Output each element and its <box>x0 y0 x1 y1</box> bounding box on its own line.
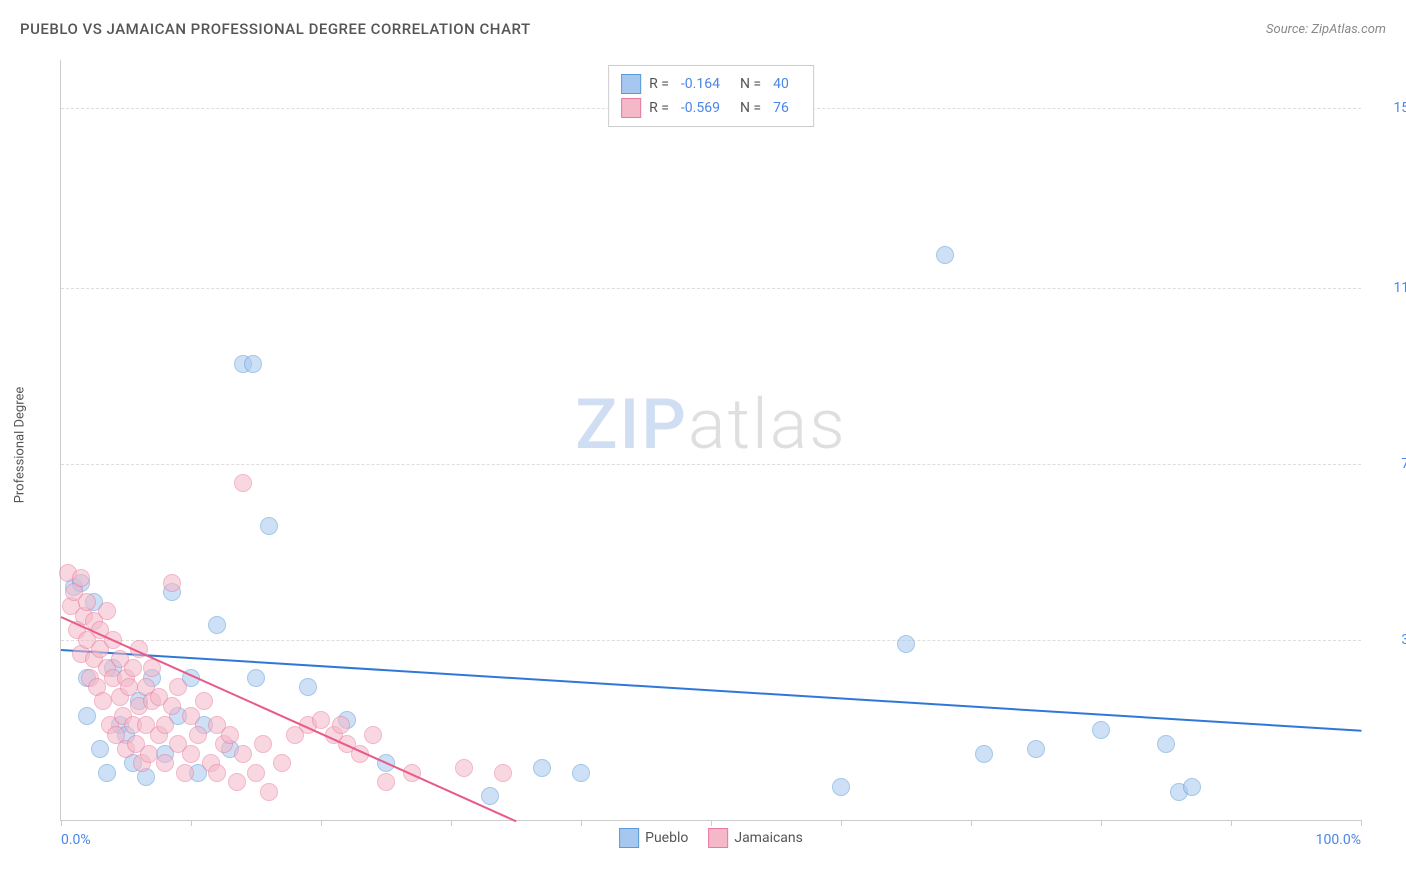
data-point <box>120 678 138 696</box>
data-point <box>78 707 96 725</box>
stat-n-label: N = <box>740 100 761 116</box>
stat-r-label: R = <box>649 100 669 116</box>
x-min-label: 0.0% <box>61 832 91 848</box>
stat-n-value: 76 <box>773 100 789 116</box>
legend-swatch <box>621 74 641 94</box>
chart-title: PUEBLO VS JAMAICAN PROFESSIONAL DEGREE C… <box>20 20 531 38</box>
data-point <box>832 778 850 796</box>
x-tick <box>581 820 582 826</box>
trend-line <box>61 649 1361 732</box>
chart-area: Professional Degree ZIPatlas R =-0.164N … <box>50 60 1380 830</box>
data-point <box>1027 740 1045 758</box>
y-axis-title: Professional Degree <box>13 387 28 504</box>
data-point <box>163 697 181 715</box>
y-tick-label: 7.5% <box>1371 456 1406 472</box>
data-point <box>189 726 207 744</box>
data-point <box>260 783 278 801</box>
legend-swatch <box>708 828 728 848</box>
data-point <box>494 764 512 782</box>
legend-item: Pueblo <box>619 828 688 848</box>
grid-line <box>61 464 1361 465</box>
data-point <box>156 754 174 772</box>
data-point <box>299 678 317 696</box>
stat-n-value: 40 <box>773 76 789 92</box>
x-tick <box>1361 820 1362 826</box>
data-point <box>169 678 187 696</box>
data-point <box>234 474 252 492</box>
legend-swatch <box>621 98 641 118</box>
x-tick <box>451 820 452 826</box>
scatter-plot: ZIPatlas R =-0.164N =40R =-0.569N =76 0.… <box>60 60 1361 821</box>
data-point <box>332 716 350 734</box>
data-point <box>72 569 90 587</box>
watermark-suffix: atlas <box>688 384 847 466</box>
data-point <box>195 692 213 710</box>
data-point <box>364 726 382 744</box>
legend-swatch <box>619 828 639 848</box>
x-tick <box>61 820 62 826</box>
data-point <box>98 764 116 782</box>
series-legend: Pueblo Jamaicans <box>619 828 803 848</box>
data-point <box>156 716 174 734</box>
legend-item: Jamaicans <box>708 828 803 848</box>
data-point <box>260 517 278 535</box>
correlation-legend: R = -0.164 N = 40 R = -0.569 N = 76 <box>608 65 814 127</box>
data-point <box>377 773 395 791</box>
legend-label: Jamaicans <box>734 830 803 846</box>
y-tick-label: 15.0% <box>1371 100 1406 116</box>
data-point <box>572 764 590 782</box>
data-point <box>897 635 915 653</box>
data-point <box>163 574 181 592</box>
x-max-label: 100.0% <box>1316 832 1361 848</box>
watermark: ZIPatlas <box>575 384 847 466</box>
data-point <box>124 659 142 677</box>
data-point <box>91 740 109 758</box>
y-tick-label: 3.8% <box>1371 632 1406 648</box>
stat-r-value: -0.164 <box>681 76 720 92</box>
y-tick-label: 11.2% <box>1371 280 1406 296</box>
legend-label: Pueblo <box>645 830 688 846</box>
data-point <box>533 759 551 777</box>
source-label: Source: ZipAtlas.com <box>1266 22 1386 37</box>
x-tick <box>191 820 192 826</box>
data-point <box>182 707 200 725</box>
legend-stat-row: R = -0.164 N = 40 <box>621 72 801 96</box>
stat-n-label: N = <box>740 76 761 92</box>
data-point <box>176 764 194 782</box>
data-point <box>1092 721 1110 739</box>
data-point <box>208 764 226 782</box>
data-point <box>247 764 265 782</box>
data-point <box>975 745 993 763</box>
watermark-prefix: ZIP <box>575 384 688 466</box>
data-point <box>234 745 252 763</box>
data-point <box>94 692 112 710</box>
data-point <box>98 602 116 620</box>
data-point <box>254 735 272 753</box>
x-tick <box>711 820 712 826</box>
legend-stat-row: R = -0.569 N = 76 <box>621 96 801 120</box>
data-point <box>78 593 96 611</box>
x-tick <box>971 820 972 826</box>
grid-line <box>61 288 1361 289</box>
data-point <box>244 355 262 373</box>
data-point <box>208 616 226 634</box>
data-point <box>455 759 473 777</box>
data-point <box>481 787 499 805</box>
x-tick <box>1101 820 1102 826</box>
data-point <box>247 669 265 687</box>
x-tick <box>841 820 842 826</box>
x-tick <box>1231 820 1232 826</box>
data-point <box>221 726 239 744</box>
data-point <box>228 773 246 791</box>
data-point <box>1157 735 1175 753</box>
stat-r-label: R = <box>649 76 669 92</box>
data-point <box>182 745 200 763</box>
data-point <box>273 754 291 772</box>
data-point <box>1183 778 1201 796</box>
grid-line <box>61 640 1361 641</box>
chart-header: PUEBLO VS JAMAICAN PROFESSIONAL DEGREE C… <box>20 20 1386 38</box>
x-tick <box>321 820 322 826</box>
stat-r-value: -0.569 <box>681 100 720 116</box>
data-point <box>936 246 954 264</box>
